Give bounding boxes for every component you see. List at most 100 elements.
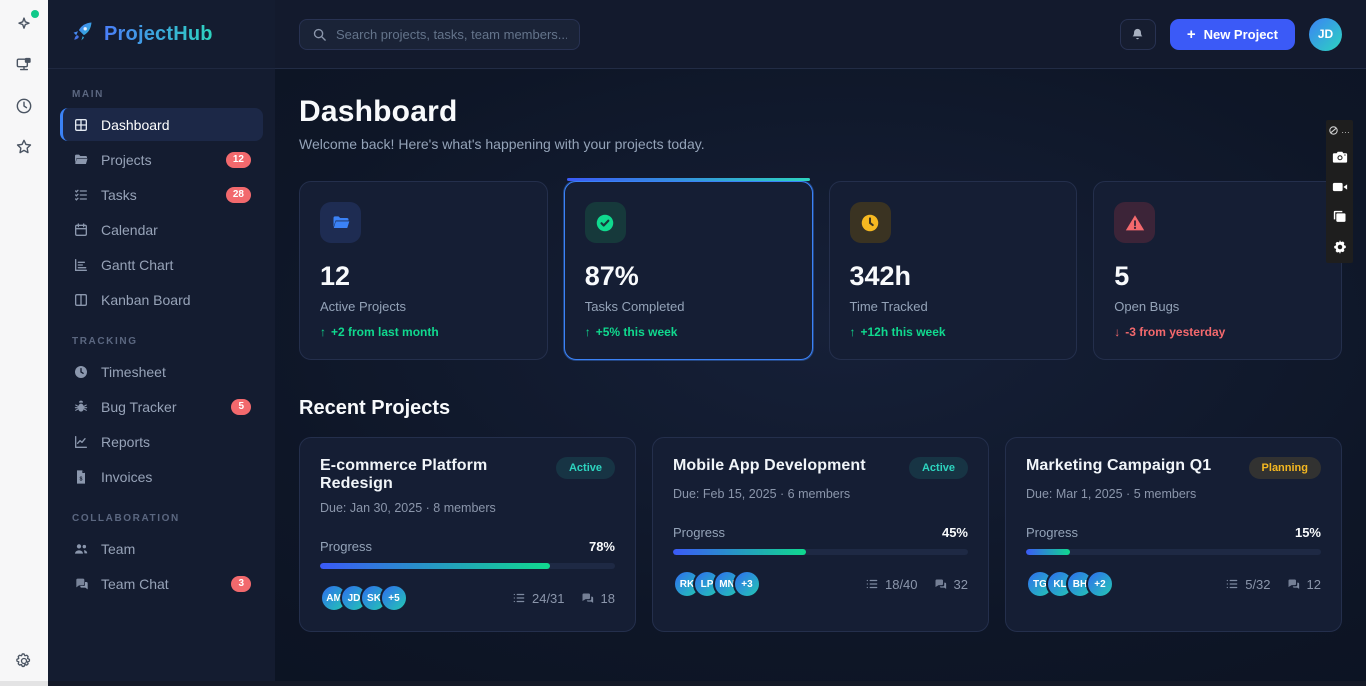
sidebar-item-timesheet[interactable]: Timesheet xyxy=(60,355,263,388)
stats-grid: 12 Active Projects ↑ +2 from last month … xyxy=(299,178,1342,360)
app-logo[interactable]: ProjectHub xyxy=(48,0,275,69)
sidebar-item-kanban-board[interactable]: Kanban Board xyxy=(60,283,263,316)
status-badge: Active xyxy=(908,457,968,479)
nav-label: Team xyxy=(101,540,136,557)
capture-logo-icon xyxy=(1329,126,1338,135)
clock-filled-icon xyxy=(72,363,89,380)
capture-toolbar-handle[interactable]: … xyxy=(1328,125,1351,136)
progress-label: Progress xyxy=(1026,525,1079,540)
sidebar-item-calendar[interactable]: Calendar xyxy=(60,213,263,246)
progress-bar xyxy=(1026,549,1321,555)
projects-grid: E-commerce Platform Redesign Active Due:… xyxy=(299,437,1342,632)
kanban-icon xyxy=(72,291,89,308)
tasks-count: 24/31 xyxy=(512,591,565,606)
user-avatar[interactable]: JD xyxy=(1309,17,1342,51)
new-project-button[interactable]: + New Project xyxy=(1169,18,1295,50)
app-title: ProjectHub xyxy=(104,22,213,45)
stat-value: 5 xyxy=(1114,261,1130,291)
trend-up-arrow-icon: ↑ xyxy=(320,325,326,339)
more-dots-icon: … xyxy=(1341,125,1351,135)
sidebar-item-gantt-chart[interactable]: Gantt Chart xyxy=(60,248,263,281)
stat-label: Open Bugs xyxy=(1114,299,1180,314)
chart-line-icon xyxy=(72,433,89,450)
status-dot xyxy=(31,10,39,18)
camera-icon[interactable] xyxy=(1330,147,1349,166)
project-stats: 5/32 12 xyxy=(1225,577,1321,592)
stat-card-tasks-completed[interactable]: 87% Tasks Completed ↑ +5% this week xyxy=(563,178,813,360)
progress-percent: 78% xyxy=(588,539,615,554)
task-list-icon xyxy=(513,593,525,603)
nav-label: Team Chat xyxy=(101,575,169,592)
sidebar-item-team-chat[interactable]: Team Chat 3 xyxy=(60,567,263,600)
stat-trend: ↑ +2 from last month xyxy=(320,325,527,339)
settings-gear-icon[interactable] xyxy=(13,650,35,672)
invoice-icon: $ xyxy=(72,468,89,485)
project-card-marketing[interactable]: Marketing Campaign Q1 Planning Due: Mar … xyxy=(1005,437,1342,632)
rocket-icon xyxy=(70,20,94,49)
sidebar-item-invoices[interactable]: $ Invoices xyxy=(60,460,263,493)
project-card-ecommerce[interactable]: E-commerce Platform Redesign Active Due:… xyxy=(299,437,636,632)
comments-count: 12 xyxy=(1286,577,1321,592)
progress-bar-fill xyxy=(673,549,806,555)
clock-icon[interactable] xyxy=(13,95,35,117)
gantt-icon xyxy=(72,256,89,273)
copy-icon[interactable] xyxy=(1330,207,1349,226)
nav-label: Kanban Board xyxy=(101,291,191,308)
project-due: Due: Jan 30, 2025 · 8 members xyxy=(320,501,496,515)
project-card-mobile-app[interactable]: Mobile App Development Active Due: Feb 1… xyxy=(652,437,989,632)
count-badge: 12 xyxy=(225,151,251,168)
progress-bar-fill xyxy=(1026,549,1071,555)
project-title: E-commerce Platform Redesign xyxy=(320,457,488,492)
check-circle-icon xyxy=(584,202,626,243)
progress-bar xyxy=(673,549,968,555)
status-badge: Planning xyxy=(1248,457,1321,479)
nav-section-collaboration: COLLABORATION xyxy=(72,513,180,524)
trend-text: +2 from last month xyxy=(331,325,439,339)
avatar-stack: RK LP MN +3 xyxy=(673,570,761,598)
stat-label: Tasks Completed xyxy=(584,299,685,314)
horizontal-scrollbar[interactable] xyxy=(0,681,1366,686)
task-list-icon xyxy=(866,579,878,589)
stat-card-time-tracked[interactable]: 342h Time Tracked ↑ +12h this week xyxy=(828,181,1078,360)
sidebar-item-tasks[interactable]: Tasks 28 xyxy=(60,178,263,211)
sparkles-icon[interactable] xyxy=(13,10,39,35)
gear-icon[interactable] xyxy=(1330,237,1349,256)
sidebar-item-projects[interactable]: Projects 12 xyxy=(60,143,263,176)
avatar-stack: TG KL BH +2 xyxy=(1026,570,1114,598)
sidebar-item-team[interactable]: Team xyxy=(60,532,263,565)
svg-text:$: $ xyxy=(79,476,82,482)
sidebar-item-dashboard[interactable]: Dashboard xyxy=(60,108,263,141)
nav-label: Reports xyxy=(101,433,151,450)
topbar: + New Project JD xyxy=(275,0,1366,69)
sidebar: ProjectHub MAIN Dashboard Projects 12 Ta… xyxy=(48,0,275,686)
stat-trend: ↑ +12h this week xyxy=(850,325,1057,339)
sidebar-item-bug-tracker[interactable]: Bug Tracker 5 xyxy=(60,390,263,423)
sidebar-item-reports[interactable]: Reports xyxy=(60,425,263,458)
nav-label: Invoices xyxy=(101,468,153,485)
project-stats: 18/40 32 xyxy=(865,577,968,592)
nav-label: Calendar xyxy=(101,221,158,238)
avatar-stack: AM JD SK +5 xyxy=(320,584,408,612)
nav-label: Timesheet xyxy=(101,363,166,380)
stat-trend: ↑ +5% this week xyxy=(585,325,792,339)
stat-card-open-bugs[interactable]: 5 Open Bugs ↓ -3 from yesterday xyxy=(1093,181,1342,360)
notifications-button[interactable] xyxy=(1119,18,1156,50)
stat-trend: ↓ -3 from yesterday xyxy=(1114,325,1321,339)
recent-projects-title: Recent Projects xyxy=(299,397,451,419)
nav-label: Projects xyxy=(101,151,152,168)
task-list-icon xyxy=(72,186,89,203)
star-icon[interactable] xyxy=(13,136,35,158)
stat-card-active-projects[interactable]: 12 Active Projects ↑ +2 from last month xyxy=(299,181,548,360)
avatar-overflow: +5 xyxy=(380,584,408,612)
folder-icon xyxy=(320,202,361,243)
video-camera-icon[interactable] xyxy=(1330,177,1349,196)
trend-up-arrow-icon: ↑ xyxy=(584,325,591,339)
tasks-count: 5/32 xyxy=(1225,577,1271,592)
topbar-actions: + New Project JD xyxy=(1119,17,1342,51)
search-icon xyxy=(313,28,326,41)
screen-device-icon[interactable] xyxy=(13,54,35,76)
global-search[interactable] xyxy=(299,18,580,50)
search-input[interactable] xyxy=(336,26,567,42)
stat-value: 87% xyxy=(584,261,639,291)
